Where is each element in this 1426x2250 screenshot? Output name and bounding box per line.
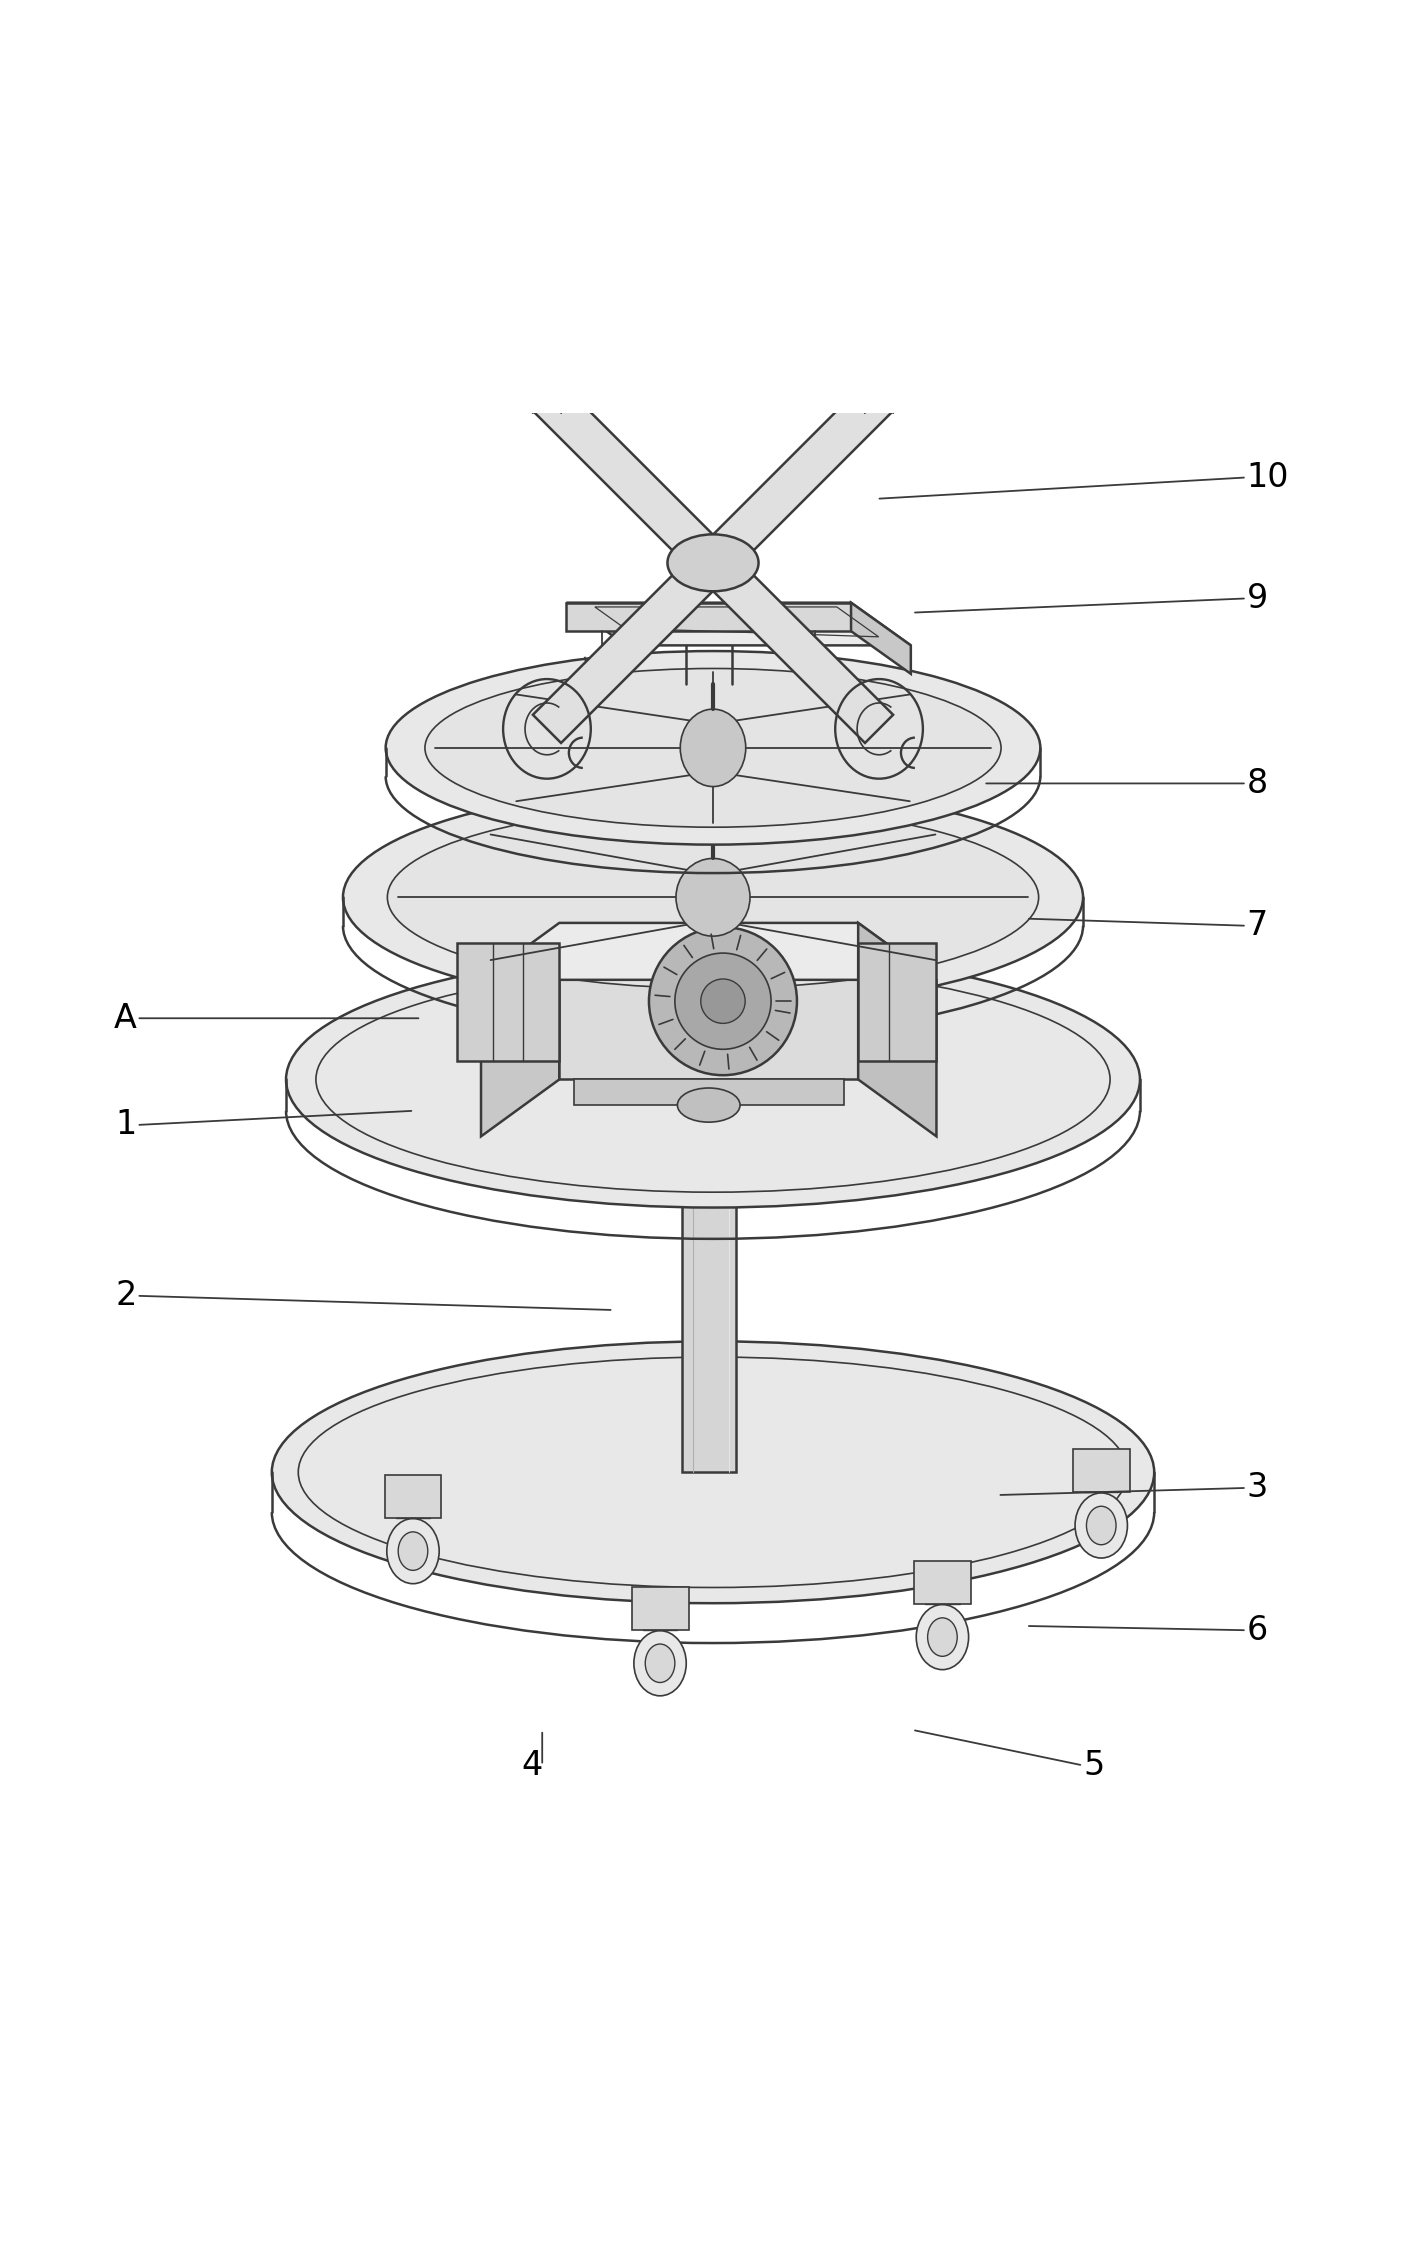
Text: 5: 5 xyxy=(1082,1748,1104,1782)
Ellipse shape xyxy=(649,927,797,1076)
Ellipse shape xyxy=(674,954,771,1048)
Polygon shape xyxy=(559,922,858,1080)
Ellipse shape xyxy=(700,979,746,1024)
Ellipse shape xyxy=(398,1532,428,1570)
Text: 4: 4 xyxy=(520,1748,542,1782)
Polygon shape xyxy=(533,382,727,576)
Ellipse shape xyxy=(385,650,1041,844)
Polygon shape xyxy=(632,1586,689,1629)
Polygon shape xyxy=(851,603,911,673)
Text: 9: 9 xyxy=(1246,583,1268,614)
Polygon shape xyxy=(385,1476,442,1519)
Ellipse shape xyxy=(928,1618,957,1656)
Polygon shape xyxy=(533,549,727,742)
Ellipse shape xyxy=(682,1042,736,1058)
Ellipse shape xyxy=(344,785,1082,1008)
Ellipse shape xyxy=(1075,1494,1128,1557)
Polygon shape xyxy=(914,1562,971,1604)
Text: 10: 10 xyxy=(1246,461,1289,495)
Ellipse shape xyxy=(425,668,1001,828)
Polygon shape xyxy=(699,549,893,742)
Polygon shape xyxy=(481,922,559,1136)
Ellipse shape xyxy=(677,1089,740,1123)
Polygon shape xyxy=(682,1048,736,1472)
Text: 2: 2 xyxy=(116,1280,137,1312)
Ellipse shape xyxy=(645,1645,674,1683)
Polygon shape xyxy=(566,603,911,646)
Polygon shape xyxy=(858,943,937,1060)
Ellipse shape xyxy=(690,549,736,576)
Ellipse shape xyxy=(388,806,1038,988)
Polygon shape xyxy=(573,1080,844,1105)
Ellipse shape xyxy=(386,1519,439,1584)
Text: 7: 7 xyxy=(1246,909,1268,943)
Ellipse shape xyxy=(635,1631,686,1696)
Text: 1: 1 xyxy=(116,1109,137,1141)
Text: 8: 8 xyxy=(1246,767,1268,801)
Ellipse shape xyxy=(917,1604,968,1670)
Text: A: A xyxy=(114,1001,137,1035)
Polygon shape xyxy=(456,943,559,1060)
Text: 3: 3 xyxy=(1246,1472,1268,1505)
Polygon shape xyxy=(481,922,937,979)
Ellipse shape xyxy=(676,860,750,936)
Text: 6: 6 xyxy=(1246,1613,1268,1647)
Ellipse shape xyxy=(1087,1505,1117,1546)
Ellipse shape xyxy=(680,709,746,788)
Polygon shape xyxy=(1072,1449,1129,1492)
Polygon shape xyxy=(858,922,937,1136)
Ellipse shape xyxy=(667,533,759,592)
Polygon shape xyxy=(699,382,893,576)
Ellipse shape xyxy=(287,952,1139,1208)
Ellipse shape xyxy=(272,1341,1154,1604)
Polygon shape xyxy=(566,603,851,632)
